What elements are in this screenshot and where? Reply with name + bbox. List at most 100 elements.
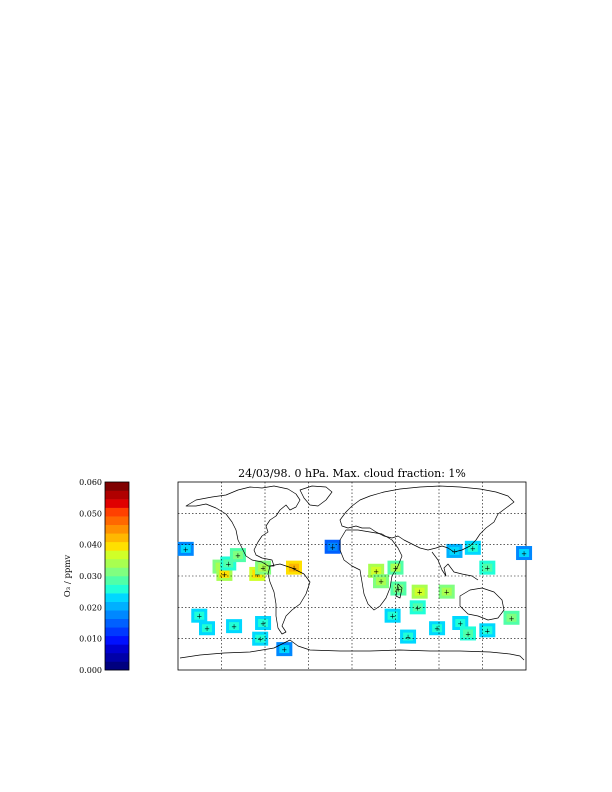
- sample-marker: +: [281, 646, 287, 654]
- sample-marker: +: [254, 571, 260, 579]
- sample-marker: +: [196, 613, 202, 621]
- colorbar-label: O₃ / ppmv: [63, 555, 73, 598]
- ozone-cell-core: [432, 624, 443, 633]
- colorbar-band: [105, 618, 129, 628]
- colorbar-band: [105, 524, 129, 534]
- colorbar: [105, 482, 129, 671]
- ozone-cell-core: [449, 546, 460, 555]
- map-panel: +++++++++++++++++++++++++++++++++: [177, 481, 533, 671]
- ozone-cell-core: [289, 563, 299, 572]
- colorbar-band: [105, 593, 129, 602]
- colorbar-tick-label: 0.030: [79, 572, 102, 581]
- sample-marker: +: [204, 625, 210, 633]
- colorbar-band: [105, 635, 129, 645]
- colorbar-band: [105, 661, 129, 671]
- colorbar-band: [105, 576, 129, 585]
- ozone-cell-core: [403, 632, 414, 641]
- sample-marker: +: [395, 586, 401, 594]
- colorbar-tick-label: 0.050: [79, 509, 102, 518]
- sample-marker: +: [183, 546, 189, 554]
- sample-marker: +: [417, 589, 423, 597]
- ozone-cell-core: [258, 619, 269, 627]
- coastlines: [179, 485, 525, 661]
- colorbar-band: [105, 490, 129, 500]
- ozone-cell-core: [279, 645, 290, 654]
- ozone-cell-core: [467, 543, 478, 552]
- sample-marker: +: [405, 634, 411, 642]
- ozone-cell-core: [232, 551, 243, 560]
- ozone-cell-core: [258, 563, 269, 572]
- ozone-cell-core: [327, 542, 338, 551]
- ozone-cell-core: [519, 549, 530, 558]
- ozone-cell-core: [376, 577, 386, 586]
- ozone-cell-core: [202, 624, 212, 633]
- ozone-cell-core: [255, 634, 266, 643]
- sample-marker: +: [260, 620, 266, 628]
- ozone-cell-core: [219, 569, 230, 578]
- colorbar-band: [105, 558, 129, 568]
- colorbar-band: [105, 644, 129, 654]
- ozone-cell-core: [194, 611, 205, 620]
- ozone-cell-core: [180, 544, 191, 553]
- sample-marker: +: [330, 544, 336, 552]
- coast-australia: [459, 587, 505, 621]
- ozone-cell-core: [371, 566, 382, 575]
- colorbar-band: [105, 533, 129, 543]
- sample-marker: +: [465, 630, 471, 638]
- ozone-cell-core: [463, 629, 473, 638]
- sample-marker: +: [373, 568, 379, 576]
- colorbar-band: [105, 499, 129, 508]
- coast-greenland: [299, 485, 333, 507]
- colorbar-tick-label: 0.020: [79, 603, 102, 612]
- sample-marker: +: [509, 615, 515, 623]
- coast-madagascar: [395, 583, 403, 599]
- ozone-cell-core: [482, 563, 493, 572]
- colorbar-band: [105, 507, 129, 517]
- sample-marker: +: [260, 565, 266, 573]
- colorbar-band: [105, 516, 129, 526]
- colorbar-band: [105, 610, 129, 620]
- colorbar-band: [105, 567, 129, 577]
- sample-marker: +: [521, 550, 527, 558]
- colorbar-band: [105, 601, 129, 611]
- sample-marker: +: [257, 636, 263, 644]
- ozone-cell-core: [390, 563, 401, 572]
- ozone-cell-core: [506, 613, 517, 622]
- ozone-cell-core: [387, 611, 398, 620]
- ozone-cell-core: [393, 584, 404, 593]
- sample-marker: +: [390, 613, 396, 621]
- sample-marker: +: [434, 625, 440, 633]
- sample-marker: +: [221, 571, 227, 579]
- colorbar-band: [105, 627, 129, 637]
- ozone-cell-core: [414, 587, 425, 596]
- coast-antarctica: [179, 639, 525, 661]
- colorbar-band: [105, 652, 129, 662]
- sample-marker: +: [444, 589, 450, 597]
- ozone-cell-core: [441, 587, 452, 596]
- colorbar-band: [105, 541, 129, 551]
- colorbar-band: [105, 584, 129, 594]
- colorbar-frame: [104, 481, 130, 671]
- coast-southeast-asia: [431, 551, 479, 581]
- sample-marker: +: [378, 578, 384, 586]
- ozone-cell-core: [455, 619, 466, 627]
- ozone-cell-core: [412, 603, 423, 612]
- colorbar-ticks: 0.000 0.010 0.020 0.030 0.040 0.050 0.060: [79, 478, 102, 675]
- sample-marker: +: [415, 604, 421, 612]
- sample-marker: +: [484, 627, 490, 635]
- sample-marker: +: [393, 565, 399, 573]
- sample-marker: +: [225, 560, 231, 568]
- coast-south-america: [267, 563, 311, 635]
- ozone-cell-core: [223, 559, 234, 568]
- chart-title: 24/03/98. 0 hPa. Max. cloud fraction: 1%: [238, 467, 466, 480]
- colorbar-tick-label: 0.040: [79, 541, 102, 550]
- colorbar-tick-label: 0.060: [79, 478, 102, 487]
- colorbar-band: [105, 482, 129, 491]
- coast-north-america: [185, 485, 301, 567]
- sample-marker: +: [457, 620, 463, 628]
- colorbar-tick-label: 0.010: [79, 635, 102, 644]
- sample-marker: +: [235, 552, 241, 560]
- coast-africa: [339, 529, 403, 611]
- ozone-cell-core: [229, 622, 240, 631]
